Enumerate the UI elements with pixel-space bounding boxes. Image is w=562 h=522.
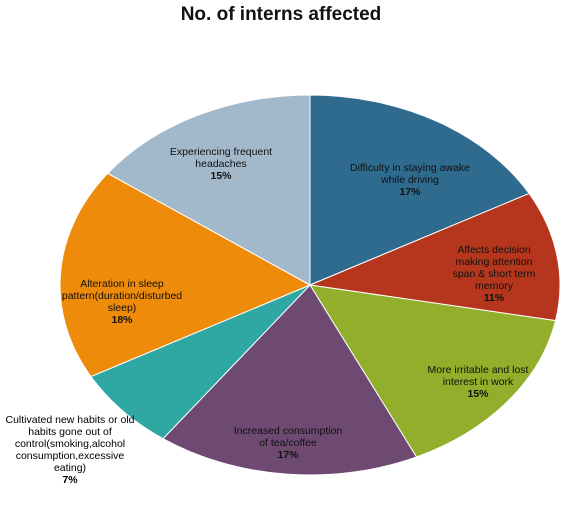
slice-label-5: Cultivated new habits or old habits gone… bbox=[2, 414, 138, 486]
slice-label-text: Difficulty in staying awake while drivin… bbox=[349, 162, 471, 186]
pie-slice-5 bbox=[90, 284, 311, 440]
slice-percent: 11% bbox=[483, 292, 505, 304]
slice-label-2: Affects decision making attention span &… bbox=[444, 244, 544, 304]
slice-label-text: Increased consumption of tea/coffee bbox=[233, 425, 343, 449]
slice-label-text: Affects decision making attention span &… bbox=[452, 244, 536, 292]
slice-percent: 17% bbox=[277, 449, 299, 461]
slice-label-text: Cultivated new habits or old habits gone… bbox=[5, 414, 135, 474]
slice-label-text: More irritable and lost interest in work bbox=[427, 364, 529, 388]
slice-percent: 7% bbox=[62, 474, 78, 486]
pie-slice-2 bbox=[308, 192, 561, 322]
pie-slice-7 bbox=[106, 94, 311, 286]
slice-label-text: Alteration in sleep pattern(duration/dis… bbox=[61, 278, 183, 314]
slice-percent: 15% bbox=[467, 388, 489, 400]
pie-slice-3 bbox=[309, 284, 557, 458]
chart-title: No. of interns affected bbox=[180, 4, 382, 25]
slice-percent: 18% bbox=[111, 314, 133, 326]
slice-label-4: Increased consumption of tea/coffee 17% bbox=[228, 425, 348, 461]
slice-label-1: Difficulty in staying awake while drivin… bbox=[345, 162, 475, 198]
slice-label-text: Experiencing frequent headaches bbox=[169, 146, 273, 170]
pie-slice-4 bbox=[162, 284, 418, 476]
slice-label-7: Experiencing frequent headaches 15% bbox=[166, 146, 276, 182]
slice-percent: 17% bbox=[399, 186, 421, 198]
pie-slice-6 bbox=[59, 172, 312, 378]
slice-percent: 15% bbox=[210, 170, 232, 182]
pie-slice-1 bbox=[309, 94, 530, 286]
slice-label-3: More irritable and lost interest in work… bbox=[418, 364, 538, 400]
slice-label-6: Alteration in sleep pattern(duration/dis… bbox=[52, 278, 192, 326]
